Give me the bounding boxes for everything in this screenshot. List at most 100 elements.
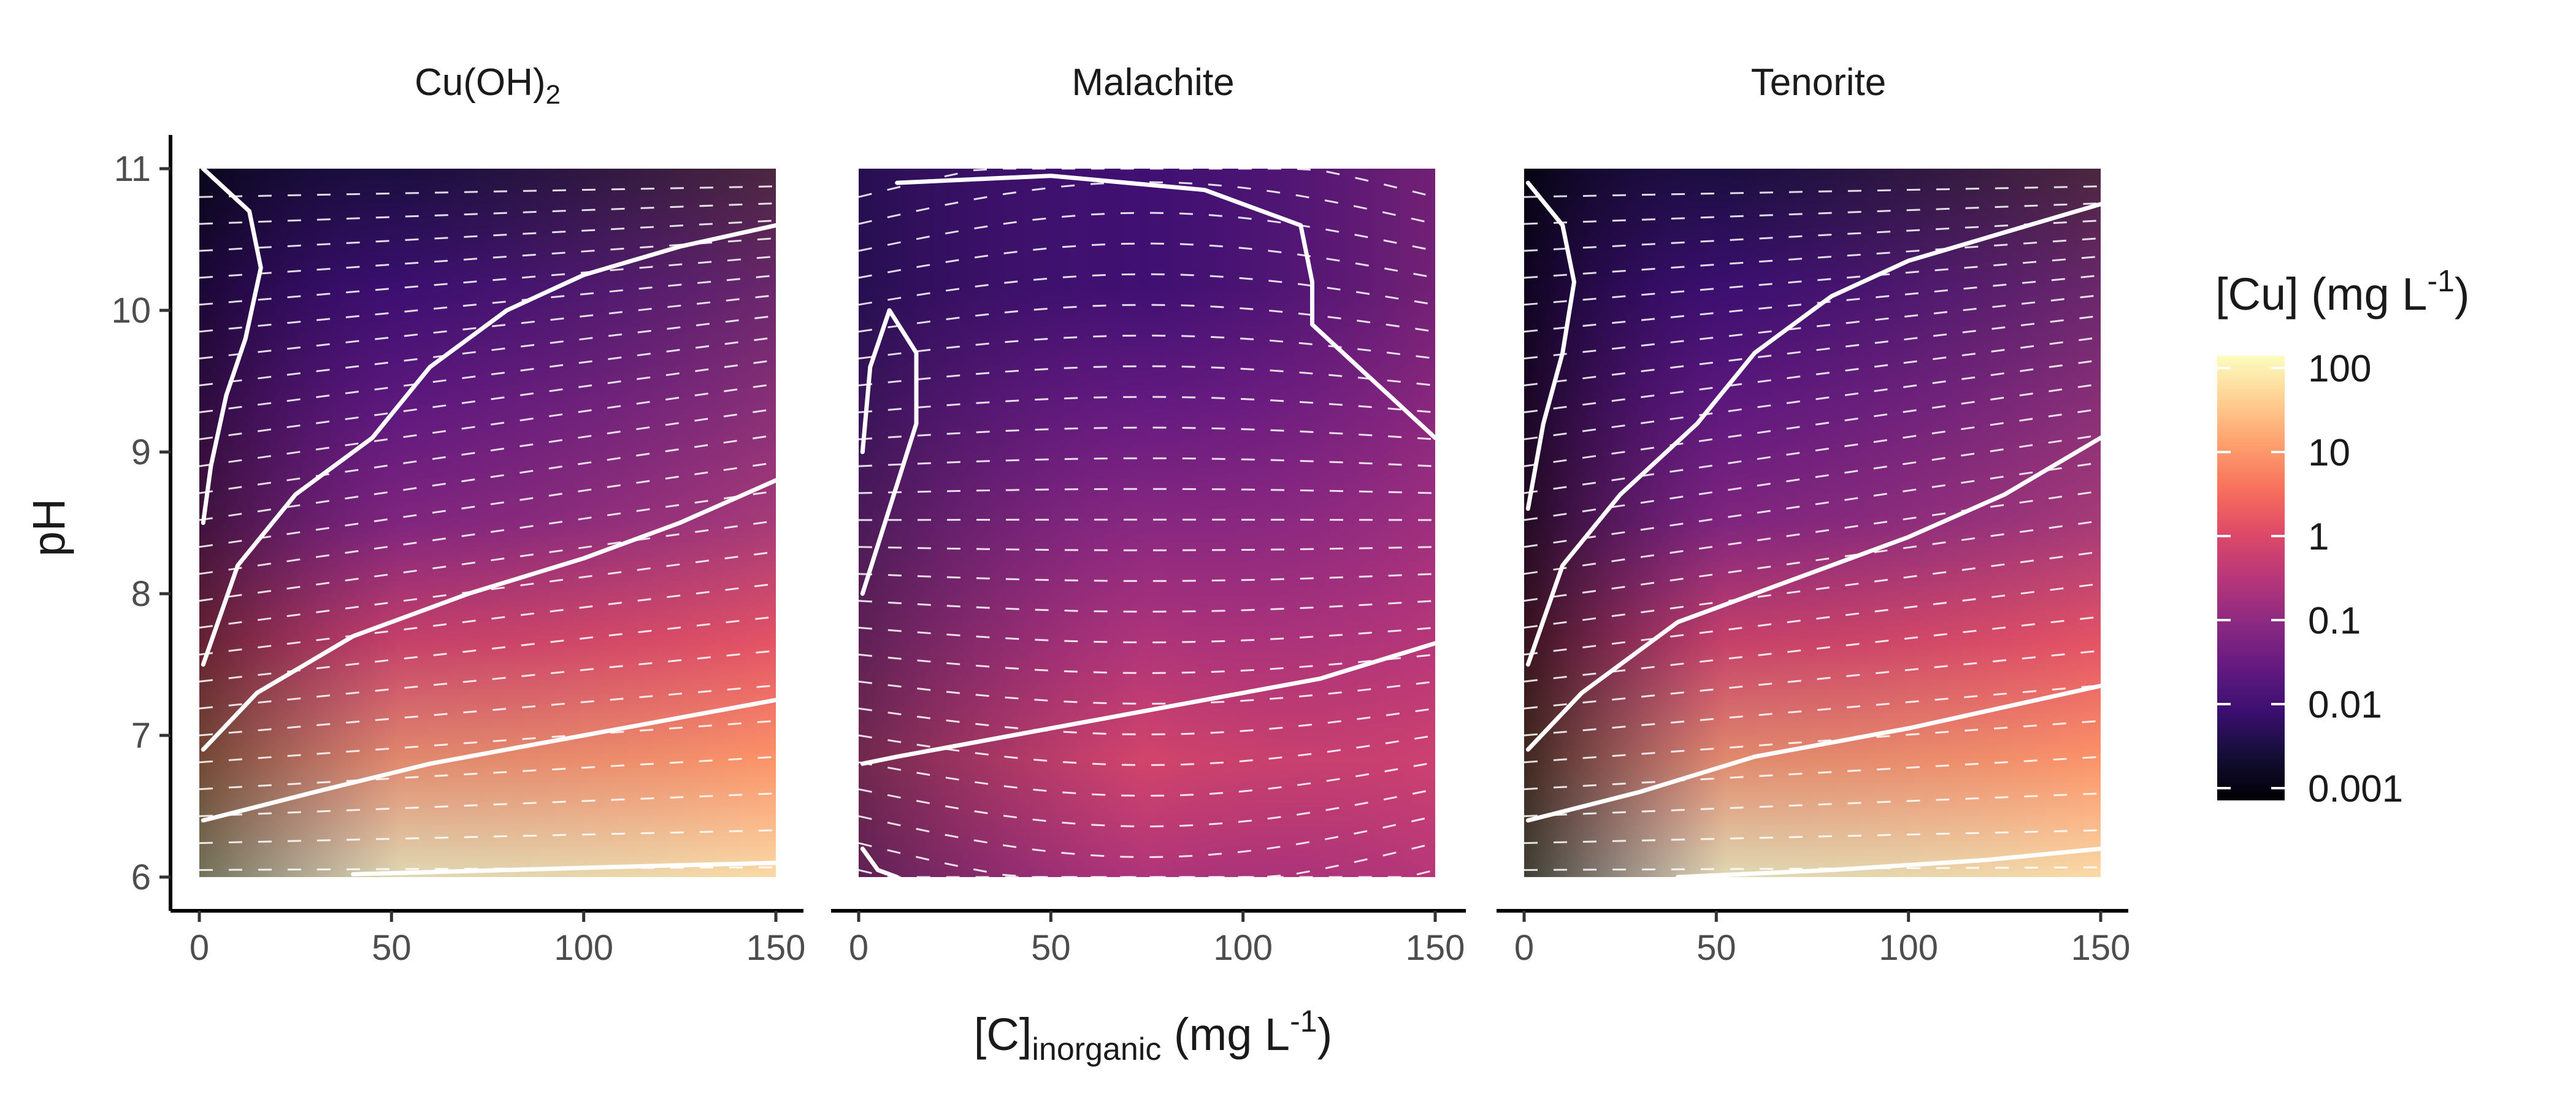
minor-contour-2-15 (1524, 383, 2101, 467)
y-tick-label-1: 7 (131, 716, 151, 756)
major-contour-1-1 (895, 174, 1438, 440)
minor-contour-0-4 (199, 719, 776, 764)
minor-contour-1-0 (858, 869, 1436, 878)
minor-contour-2-25 (1524, 185, 2101, 198)
facet-title-malachite: Malachite (1071, 61, 1234, 104)
major-contour-0-2 (201, 478, 778, 752)
x-tick-label-0-0: 0 (190, 928, 209, 968)
minor-contour-1-24 (858, 181, 1436, 225)
minor-contour-0-25 (199, 185, 776, 198)
minor-contour-0-1 (199, 829, 776, 845)
legend-label-1: 10 (2308, 432, 2350, 474)
minor-contour-0-24 (199, 202, 776, 225)
minor-contour-1-11 (858, 573, 1436, 582)
minor-contour-1-8 (858, 653, 1436, 674)
minor-contour-1-15 (858, 457, 1436, 467)
major-contour-1-2 (860, 641, 1438, 766)
minor-contour-0-12 (199, 461, 776, 548)
x-tick-label-2-3: 150 (2071, 928, 2131, 968)
x-tick-label-2-2: 100 (1879, 928, 1938, 968)
major-contour-0-3 (201, 697, 778, 823)
minor-contour-2-8 (1524, 583, 2101, 656)
major-contour-2-2 (1525, 435, 2103, 752)
major-contour-0-1 (201, 223, 778, 667)
minor-contour-1-10 (858, 600, 1436, 613)
minor-contour-0-13 (199, 434, 776, 521)
major-contour-2-0 (1525, 180, 1576, 511)
minor-contour-0-21 (199, 255, 776, 306)
heatmap-overlay-1 (859, 169, 1435, 877)
minor-contour-0-0 (199, 866, 776, 871)
minor-contour-0-5 (199, 684, 776, 737)
minor-contour-0-17 (199, 336, 776, 413)
x-tick-label-0-2: 100 (554, 928, 613, 968)
x-tick-label-0-3: 150 (746, 928, 806, 968)
minor-contour-2-1 (1524, 829, 2101, 845)
x-tick-label-1-1: 50 (1031, 928, 1071, 968)
minor-contour-2-20 (1524, 274, 2101, 333)
minor-contour-2-10 (1524, 519, 2101, 602)
y-tick-label-4: 10 (111, 291, 151, 331)
minor-contour-2-6 (1524, 650, 2101, 710)
minor-contour-2-2 (1524, 792, 2101, 818)
x-tick-label-0-1: 50 (372, 928, 412, 968)
minor-contour-1-13 (858, 518, 1436, 521)
minor-contour-1-4 (858, 761, 1436, 797)
minor-contour-1-16 (858, 426, 1436, 440)
major-contour-2-4 (1676, 846, 2103, 880)
legend-colorbar-group: 100 10 1 0.1 0.01 0.001 (2217, 348, 2403, 810)
major-contour-1-3 (860, 846, 900, 880)
major-contour-2-1 (1525, 202, 2103, 667)
y-tick-label-0: 6 (131, 857, 151, 897)
major-contour-2-3 (1525, 683, 2103, 823)
minor-contour-0-10 (199, 519, 776, 602)
x-tick-label-1-3: 150 (1406, 928, 1465, 968)
minor-contour-1-1 (858, 842, 1436, 878)
minor-contour-1-25 (858, 167, 1436, 198)
minor-contour-2-13 (1524, 434, 2101, 521)
minor-contour-0-18 (199, 315, 776, 386)
minor-contour-1-2 (858, 815, 1436, 859)
minor-contour-2-5 (1524, 684, 2101, 737)
minor-contour-1-6 (858, 707, 1436, 736)
major-contour-0-4 (351, 861, 778, 876)
minor-contour-1-12 (858, 546, 1436, 551)
minor-contour-1-3 (858, 788, 1436, 828)
heatmap-overlay-2 (1524, 169, 2101, 877)
minor-contour-2-19 (1524, 294, 2101, 359)
minor-contour-1-18 (858, 365, 1436, 386)
minor-contour-2-17 (1524, 336, 2101, 413)
minor-contour-2-4 (1524, 719, 2101, 764)
minor-contour-0-11 (199, 490, 776, 575)
legend-label-2: 1 (2308, 516, 2329, 558)
panels-group (199, 166, 2103, 880)
minor-contour-1-22 (858, 242, 1436, 279)
minor-contour-2-7 (1524, 616, 2101, 683)
minor-contour-0-23 (199, 220, 776, 252)
legend-colorbar (2217, 356, 2285, 800)
y-tick-label-2: 8 (131, 574, 151, 614)
minor-contour-0-15 (199, 383, 776, 467)
axes-group: 0 50 100 150 6 7 8 9 10 11 0 50 100 150 0 50 100 150 (111, 135, 2130, 968)
legend-label-4: 0.01 (2308, 684, 2382, 726)
heatmap-overlay-0 (199, 169, 776, 877)
minor-contour-0-6 (199, 650, 776, 710)
x-axis-title: [C]inorganic (mg L-1) (974, 1004, 1332, 1067)
x-tick-label-1-0: 0 (849, 928, 868, 968)
minor-contour-2-23 (1524, 220, 2101, 252)
facet-title-tenorite: Tenorite (1751, 61, 1887, 104)
minor-contour-2-9 (1524, 551, 2101, 629)
major-contour-1-0 (860, 308, 919, 596)
minor-contour-2-24 (1524, 202, 2101, 225)
minor-contour-2-12 (1524, 461, 2101, 548)
legend-title: [Cu] (mg L-1) (2215, 264, 2470, 320)
legend-label-3: 0.1 (2308, 600, 2361, 642)
minor-contour-2-0 (1524, 866, 2101, 871)
minor-contour-2-3 (1524, 756, 2101, 791)
minor-contour-0-16 (199, 359, 776, 440)
minor-contour-2-18 (1524, 315, 2101, 386)
minor-contour-1-20 (858, 304, 1436, 333)
minor-contour-2-11 (1524, 490, 2101, 575)
